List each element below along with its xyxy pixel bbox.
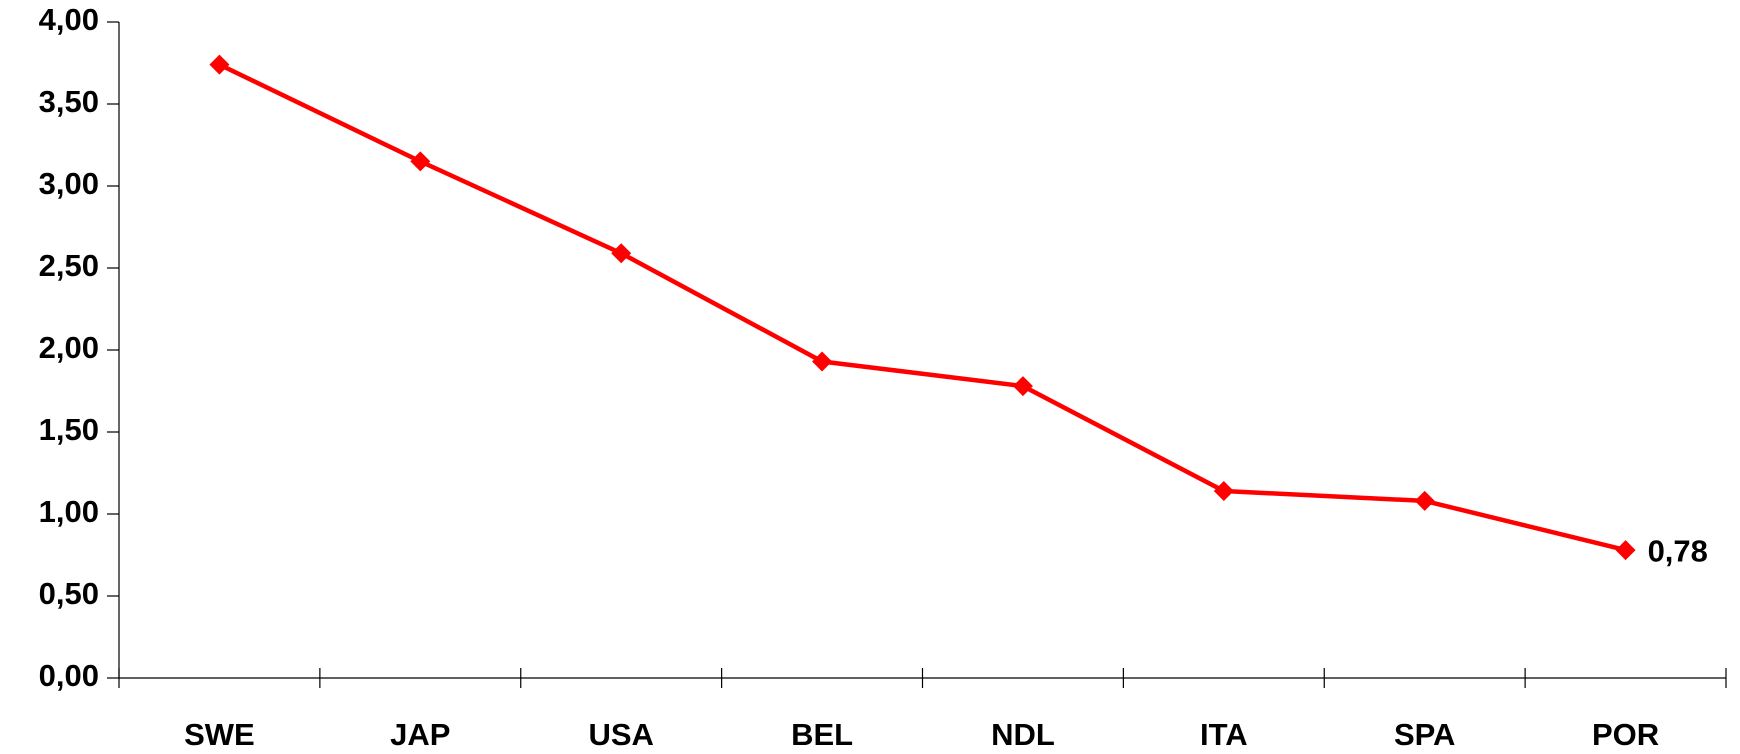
marker <box>1213 481 1234 502</box>
y-tick-label: 3,50 <box>39 84 99 119</box>
y-tick-label: 2,00 <box>39 330 99 365</box>
x-tick-label: ITA <box>1200 717 1248 752</box>
series-line <box>218 62 1627 553</box>
marker <box>812 351 833 372</box>
marker <box>611 243 632 264</box>
y-tick-label: 0,50 <box>39 576 99 611</box>
y-tick-label: 1,00 <box>39 494 99 529</box>
marker <box>1414 490 1435 511</box>
y-tick-label: 0,00 <box>39 658 99 693</box>
marker <box>1012 376 1033 397</box>
marker <box>209 54 230 75</box>
x-tick-label: POR <box>1592 717 1659 752</box>
x-tick-label: SWE <box>184 717 255 752</box>
marker <box>1615 540 1636 561</box>
y-tick-label: 2,50 <box>39 248 99 283</box>
data-label: 0,78 <box>1648 533 1708 568</box>
y-tick-label: 1,50 <box>39 412 99 447</box>
y-tick-label: 3,00 <box>39 166 99 201</box>
x-tick-label: JAP <box>390 717 450 752</box>
x-tick-label: NDL <box>991 717 1055 752</box>
x-tick-label: USA <box>588 717 653 752</box>
marker <box>410 151 431 172</box>
x-tick-label: SPA <box>1394 717 1455 752</box>
y-tick-label: 4,00 <box>39 2 99 37</box>
x-tick-label: BEL <box>791 717 853 752</box>
